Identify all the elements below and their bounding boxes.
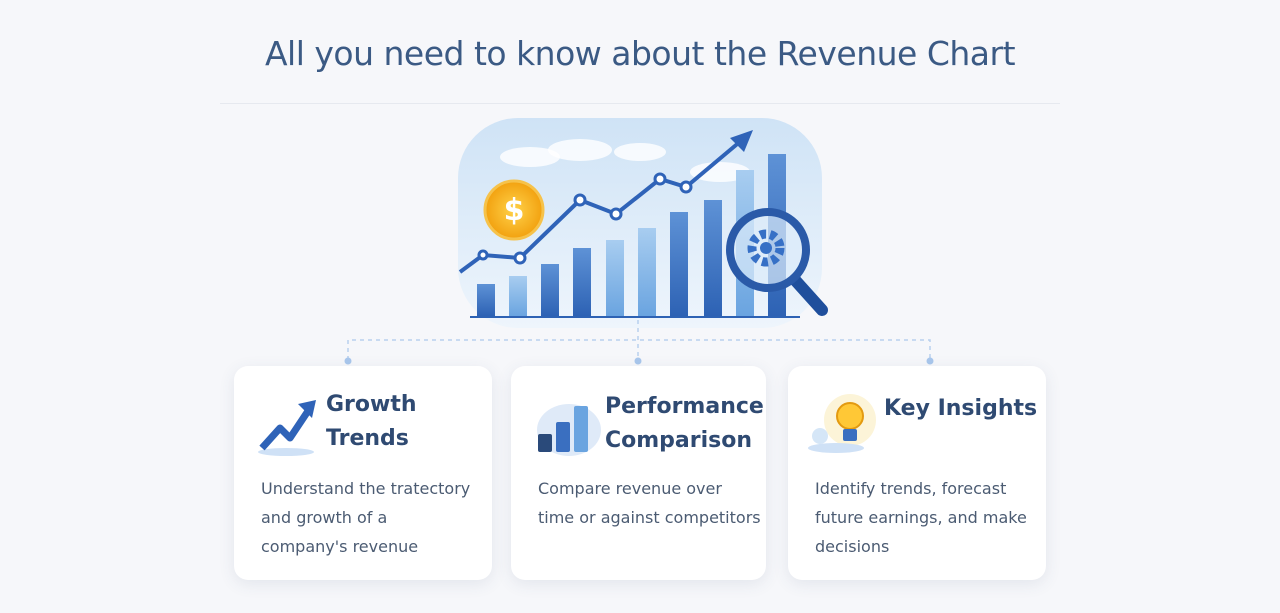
card-title: Performance Comparison [605,394,764,453]
card-title: Growth Trends [326,392,417,451]
page-title: All you need to know about the Revenue C… [264,34,1016,73]
card-title: Key Insights [884,396,1038,421]
card: Performance Comparison Compare revenue o… [511,366,766,580]
card-description: Identify trends, forecast future earning… [815,479,1027,556]
growth-icon [258,400,316,456]
card-description: Understand the tratectory and growth of … [261,479,471,556]
card-description: Compare revenue over time or against com… [538,479,761,527]
card: Growth Trends Understand the tratectory … [234,366,492,580]
card: Key Insights Identify trends, forecast f… [788,366,1046,580]
svg-text:$: $ [504,193,525,228]
hero-illustration: $ [458,118,828,328]
comparison-icon [537,404,601,456]
separator [220,103,1060,104]
insight-icon [808,394,876,453]
